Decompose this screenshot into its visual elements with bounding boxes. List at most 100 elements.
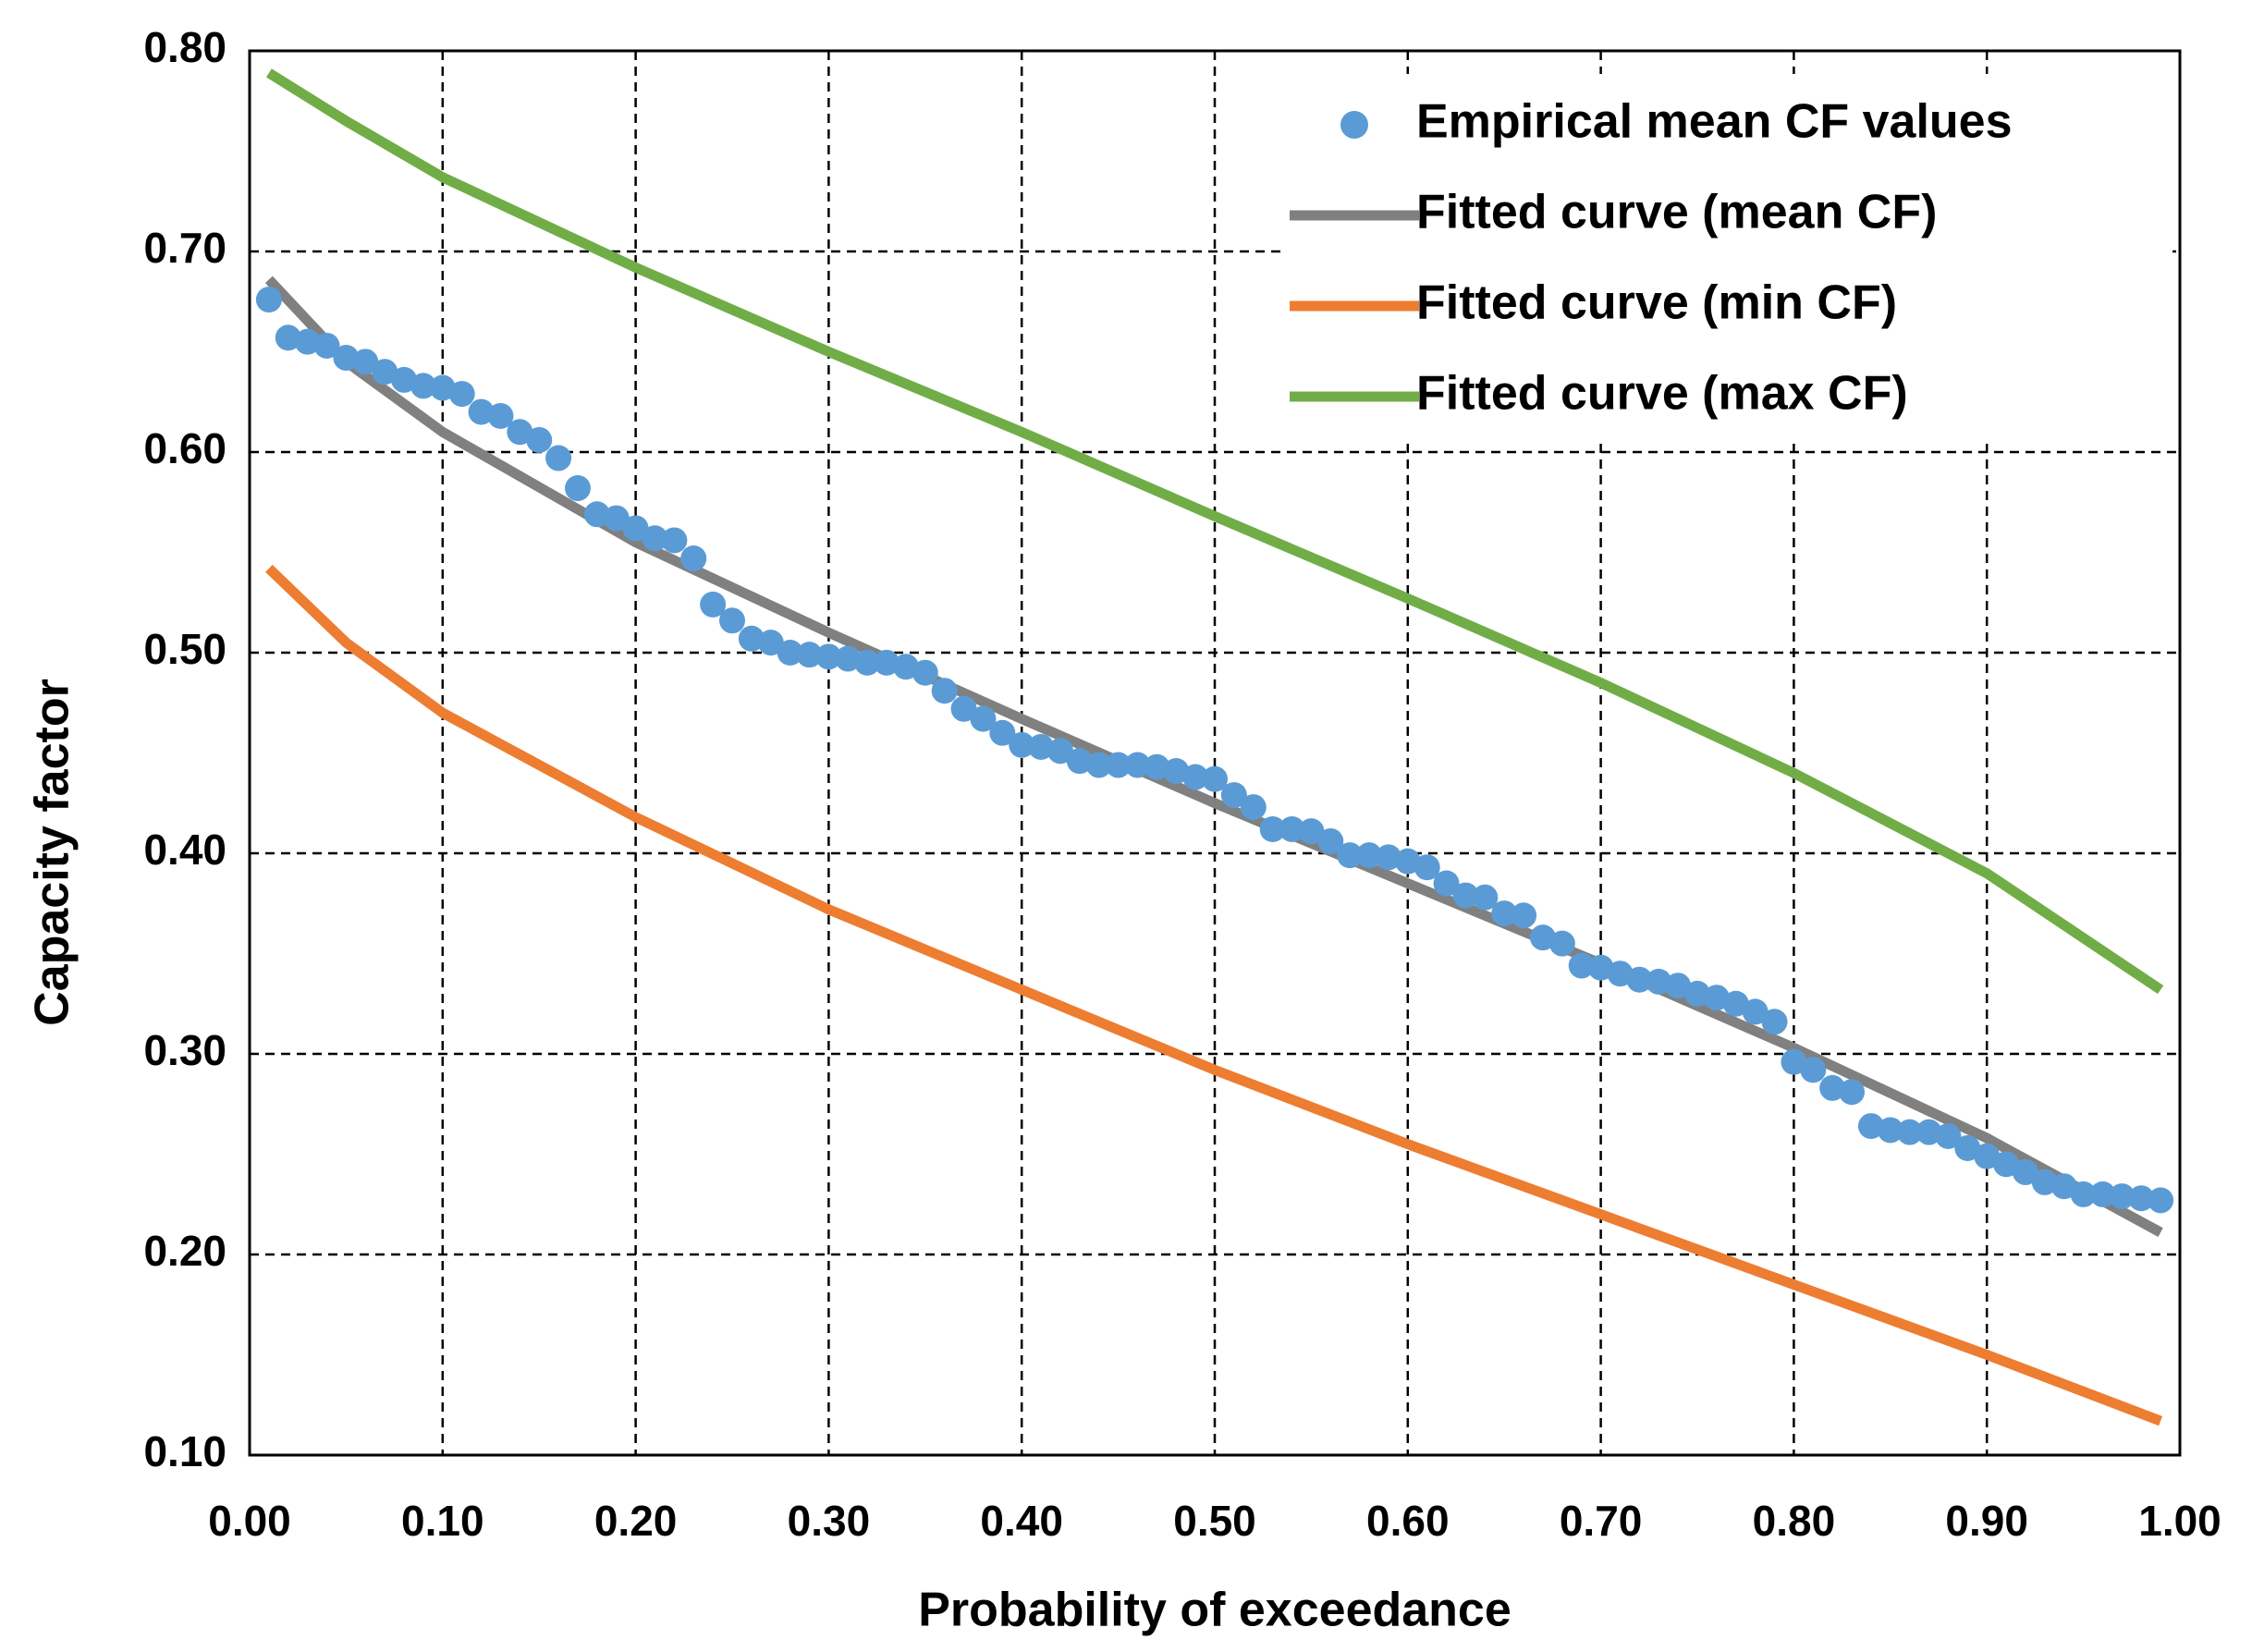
y-tick-label: 0.10 [143, 1427, 226, 1475]
data-point [410, 373, 436, 399]
y-axis-title: Capacity factor [26, 679, 80, 1026]
data-point [1066, 748, 1093, 775]
data-point [738, 625, 765, 652]
y-tick-label: 0.40 [143, 826, 226, 874]
data-point [1298, 818, 1325, 845]
data-point [1124, 752, 1151, 778]
data-point [2031, 1169, 2058, 1195]
x-tick-label: 0.90 [1945, 1497, 2028, 1545]
data-point [1452, 882, 1479, 909]
data-point [796, 642, 823, 668]
data-point [2128, 1185, 2155, 1212]
data-point [1548, 930, 1575, 957]
legend-label: Fitted curve (mean CF) [1416, 186, 1937, 239]
data-point [1375, 844, 1401, 871]
data-point [1046, 738, 1073, 765]
x-tick-label: 0.80 [1753, 1497, 1836, 1545]
x-tick-label: 0.00 [208, 1497, 291, 1545]
data-point [719, 607, 745, 634]
data-point [1626, 966, 1653, 993]
data-point [333, 345, 360, 372]
data-point [1259, 815, 1286, 842]
legend-label: Fitted curve (min CF) [1416, 276, 1897, 330]
data-point [564, 475, 591, 502]
y-tick-label: 0.60 [143, 424, 226, 472]
data-point [1472, 884, 1499, 911]
x-tick-label: 0.70 [1560, 1497, 1643, 1545]
data-point [1857, 1113, 1884, 1140]
y-tick-label: 0.50 [143, 625, 226, 673]
data-point [1085, 752, 1112, 778]
data-point [1491, 900, 1518, 927]
data-point [2070, 1181, 2097, 1207]
data-point [1279, 815, 1305, 842]
data-point [1646, 968, 1672, 995]
legend-label: Empirical mean CF values [1416, 95, 2013, 149]
data-point [815, 643, 842, 670]
data-point [1337, 842, 1364, 869]
data-point [970, 705, 997, 732]
data-point [1433, 870, 1460, 897]
data-point [757, 630, 784, 656]
x-tick-label: 0.30 [788, 1497, 871, 1545]
data-point [1240, 794, 1267, 821]
data-point [583, 501, 610, 528]
data-point [1182, 764, 1209, 790]
data-point [1819, 1074, 1846, 1101]
data-point [2012, 1159, 2038, 1186]
data-point [1317, 827, 1344, 854]
data-point [1105, 752, 1132, 778]
data-point [2148, 1187, 2174, 1214]
x-tick-label: 0.10 [401, 1497, 484, 1545]
legend-label: Fitted curve (max CF) [1416, 367, 1908, 421]
data-point [680, 545, 707, 572]
data-point [1839, 1079, 1866, 1106]
data-point [1202, 765, 1228, 792]
y-tick-label: 0.20 [143, 1227, 226, 1275]
legend-marker [1340, 111, 1368, 139]
x-tick-label: 0.20 [594, 1497, 678, 1545]
data-point [1220, 782, 1247, 809]
data-point [1028, 733, 1055, 760]
y-tick-label: 0.80 [143, 23, 226, 71]
legend-box [1285, 74, 2172, 444]
data-point [661, 527, 688, 554]
data-point [874, 649, 900, 676]
x-tick-label: 0.60 [1366, 1497, 1450, 1545]
data-point [1742, 998, 1769, 1025]
data-point [777, 640, 803, 666]
data-point [526, 426, 553, 453]
data-point [1568, 952, 1595, 979]
data-point [603, 505, 630, 532]
data-point [275, 324, 301, 351]
fit-line [265, 68, 2164, 995]
data-point [1896, 1119, 1923, 1145]
data-point [1761, 1009, 1788, 1035]
data-point [1414, 854, 1440, 881]
plot-border [248, 49, 2182, 1457]
data-point [931, 678, 958, 704]
data-point [989, 719, 1016, 746]
data-point [1800, 1057, 1827, 1083]
data-point [642, 525, 668, 552]
data-point [1915, 1119, 1942, 1145]
data-point [255, 287, 282, 313]
data-point [2089, 1181, 2116, 1207]
data-point [950, 695, 977, 722]
data-point [1511, 902, 1537, 929]
data-point [1009, 731, 1035, 758]
data-point [294, 328, 321, 355]
data-point [352, 349, 379, 375]
data-point [835, 645, 862, 672]
data-point [2109, 1183, 2136, 1210]
data-point [313, 332, 340, 359]
y-tick-label: 0.70 [143, 224, 226, 272]
x-tick-label: 0.50 [1173, 1497, 1256, 1545]
data-point [1356, 842, 1383, 869]
data-point [1935, 1122, 1962, 1149]
data-point [545, 445, 572, 471]
data-point [487, 402, 514, 429]
data-point [468, 398, 495, 425]
data-point [1684, 980, 1710, 1007]
